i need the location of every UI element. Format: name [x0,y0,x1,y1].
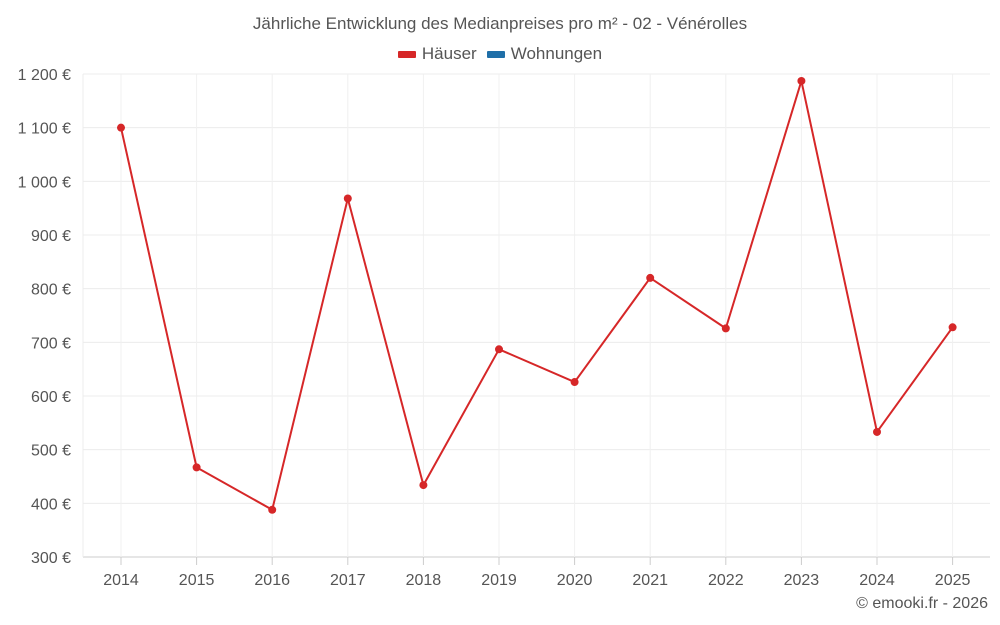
x-tick-label: 2018 [406,572,442,589]
x-tick-label: 2021 [632,572,668,589]
y-tick-label: 300 € [31,550,71,567]
credit-text: © emooki.fr - 2026 [856,595,988,612]
x-tick-label: 2019 [481,572,517,589]
x-tick-label: 2023 [784,572,820,589]
data-point-haeuser [495,345,503,354]
data-point-haeuser [117,123,125,132]
x-tick-label: 2024 [859,572,895,589]
data-point-haeuser [192,463,201,472]
y-tick-label: 500 € [31,443,71,460]
y-tick-label: 800 € [31,282,71,299]
legend-label-haeuser: Häuser [421,44,477,63]
chart-legend: Häuser Wohnungen [0,44,1000,64]
x-tick-label: 2020 [557,572,593,589]
x-tick-label: 2016 [254,572,290,589]
data-point-haeuser [343,194,352,203]
y-tick-label: 1 200 € [18,67,71,84]
y-tick-label: 600 € [31,389,71,406]
legend-item-wohnungen[interactable]: Wohnungen [486,44,603,64]
x-tick-label: 2025 [935,572,971,589]
chart-title: Jährliche Entwicklung des Medianpreises … [252,14,748,33]
data-point-haeuser [797,76,806,85]
data-point-haeuser [268,505,277,514]
data-point-haeuser [419,481,428,490]
legend-item-haeuser[interactable]: Häuser [397,44,477,64]
legend-swatch-wohnungen [486,50,505,58]
data-point-haeuser [873,427,881,436]
y-tick-label: 400 € [31,496,71,513]
legend-swatch-haeuser [397,50,416,58]
x-tick-label: 2017 [330,572,366,589]
data-point-haeuser [721,324,730,333]
x-tick-label: 2022 [708,572,744,589]
x-tick-label: 2015 [179,572,215,589]
y-tick-label: 900 € [31,228,71,245]
legend-label-wohnungen: Wohnungen [510,44,603,63]
data-point-haeuser [948,323,957,332]
y-tick-label: 1 000 € [18,174,71,191]
series-line-haeuser [120,79,954,511]
data-point-haeuser [646,273,655,282]
y-tick-label: 700 € [31,335,71,352]
data-point-haeuser [570,378,579,387]
y-tick-label: 1 100 € [18,121,71,138]
x-tick-label: 2014 [103,572,139,589]
